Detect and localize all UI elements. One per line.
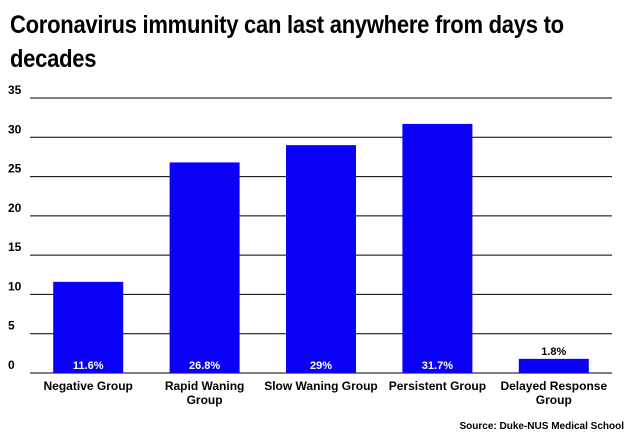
- bar: [402, 123, 473, 373]
- data-label: 1.8%: [541, 346, 566, 358]
- y-tick-label: 35: [8, 83, 22, 97]
- data-label: 29%: [310, 360, 332, 372]
- data-labels: 11.6% 26.8% 29% 31.7% 1.8%: [73, 346, 567, 372]
- source-note: Source: Duke-NUS Medical School: [459, 421, 624, 432]
- y-tick-label: 5: [8, 319, 15, 333]
- data-label: 26.8%: [189, 360, 220, 372]
- bar: [518, 358, 589, 373]
- x-tick-label: Rapid Waning Group: [165, 379, 245, 407]
- bars: [53, 123, 589, 373]
- x-tick-label: Negative Group: [44, 379, 133, 393]
- bar: [169, 162, 240, 373]
- x-tick-label: Persistent Group: [389, 379, 486, 393]
- data-label: 31.7%: [422, 360, 453, 372]
- x-tick-label: Delayed Response Group: [500, 379, 607, 407]
- y-tick-label: 10: [8, 279, 22, 293]
- x-axis-ticks: Negative Group Rapid Waning Group Slow Wani…: [44, 379, 608, 407]
- y-tick-label: 15: [8, 240, 22, 254]
- bar: [53, 281, 124, 373]
- y-tick-label: 20: [8, 201, 22, 215]
- data-label: 11.6%: [73, 360, 104, 372]
- y-tick-label: 30: [8, 122, 22, 136]
- x-tick-label: Slow Waning Group: [264, 379, 378, 393]
- y-axis-ticks: 0 5 10 15 20 25 30 35: [8, 83, 22, 372]
- y-tick-label: 0: [8, 358, 15, 372]
- bar: [286, 145, 356, 373]
- y-tick-label: 25: [8, 162, 22, 176]
- chart-title: Coronavirus immunity can last anywhere f…: [10, 11, 564, 73]
